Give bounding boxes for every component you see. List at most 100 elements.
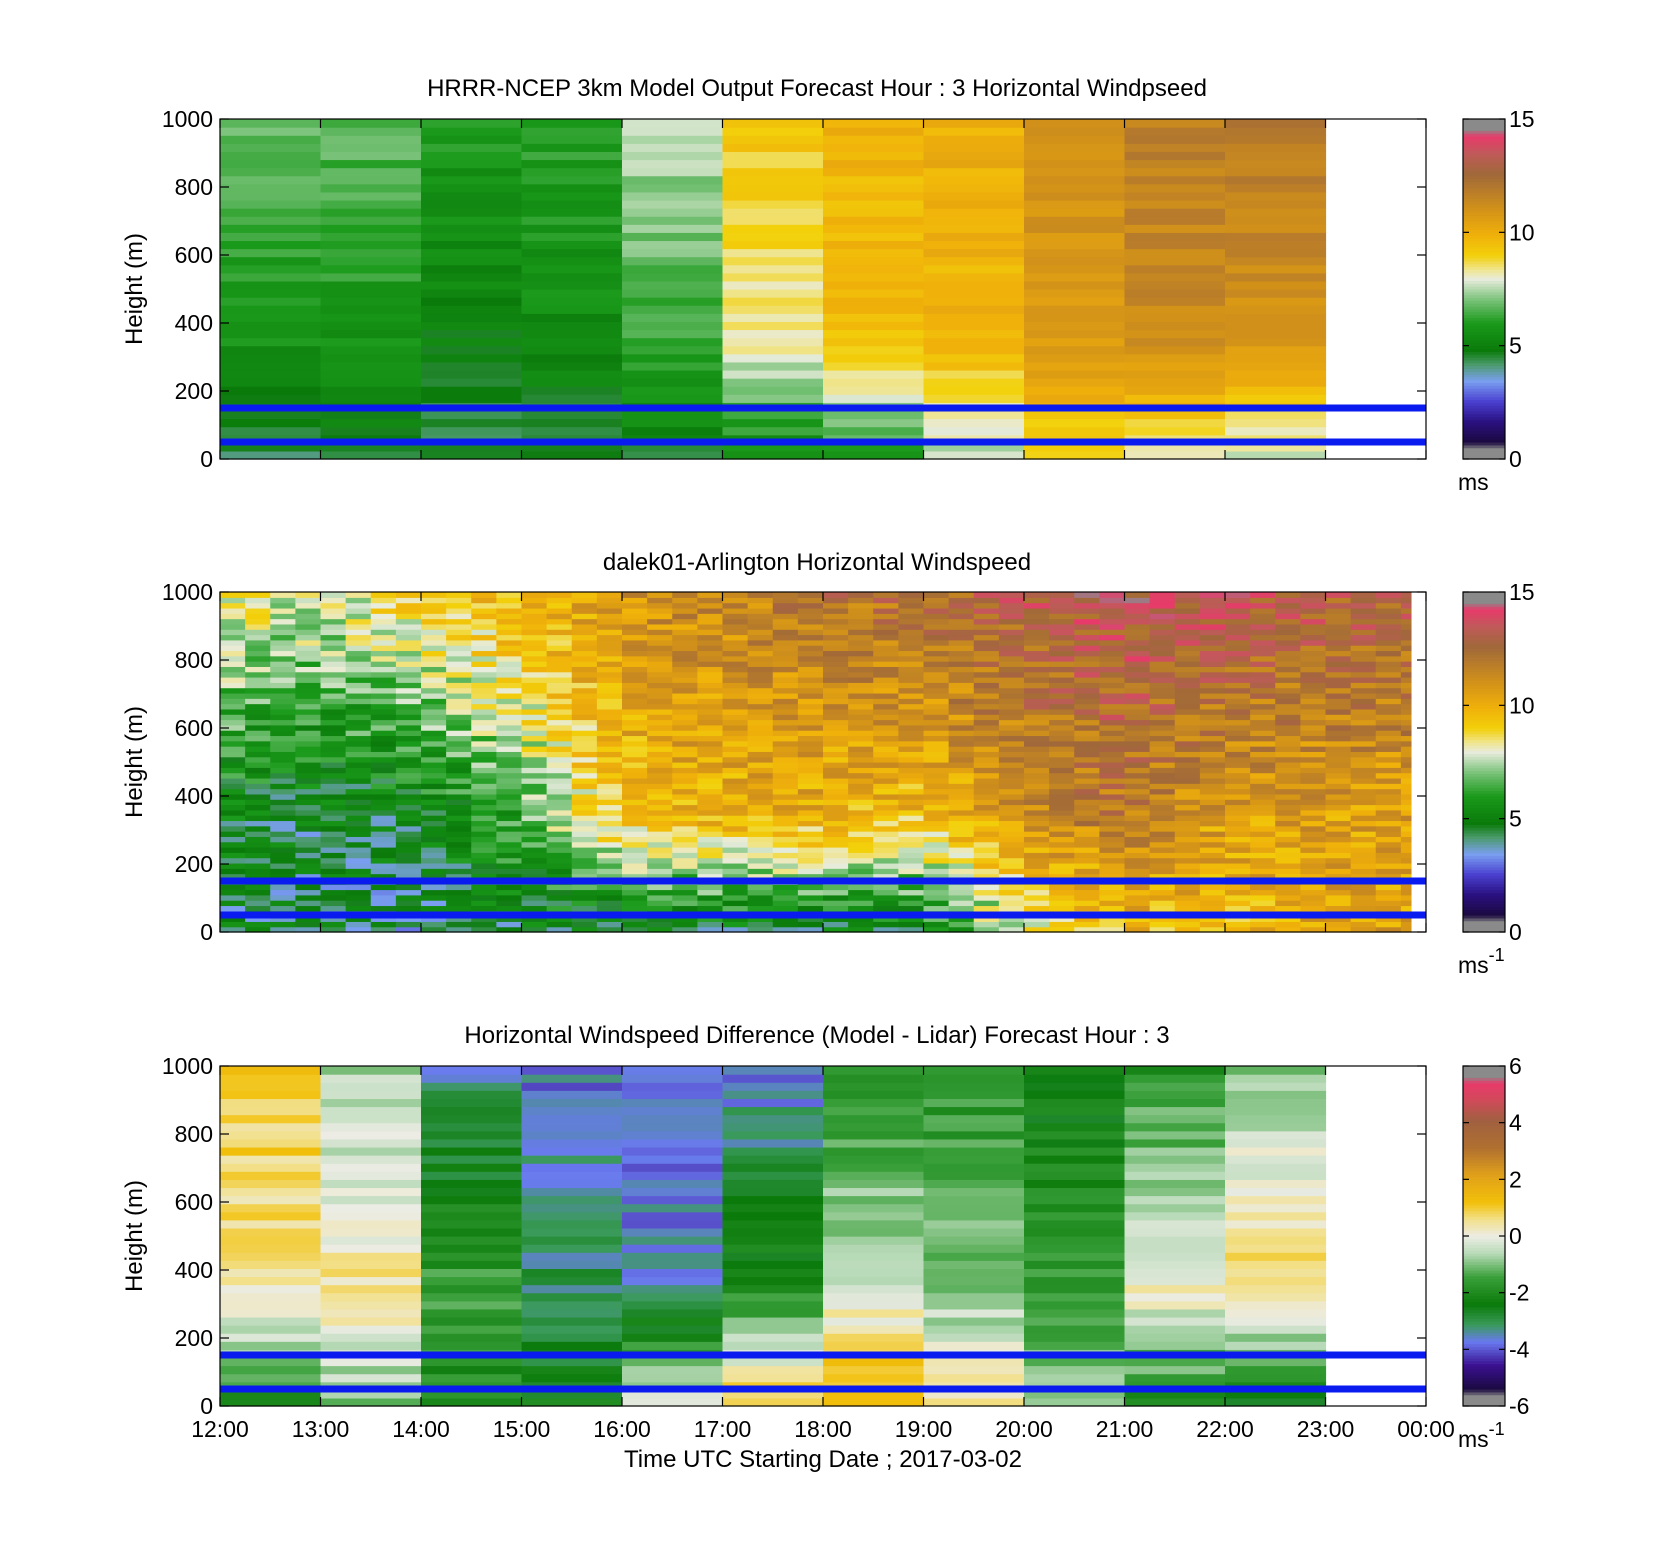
heatmap-cell [1074,597,1100,604]
heatmap-cell [421,410,523,420]
heatmap-cell [1124,613,1151,620]
panel-2-title: dalek01-Arlington Horizontal Windspeed [603,549,1031,576]
heatmap-cell [1400,900,1412,907]
heatmap-cell [471,783,497,790]
heatmap-cell [546,900,573,907]
heatmap-cell [421,1122,523,1132]
heatmap-cell [722,873,749,880]
heatmap-cell [848,847,874,853]
heatmap-cell [1225,804,1251,811]
heatmap-cell [672,602,698,609]
heatmap-cell [1099,772,1126,779]
heatmap-cell [1124,746,1151,752]
heatmap-cell [923,1397,1025,1407]
colorbar-segment [1463,705,1505,709]
heatmap-cell [672,639,698,646]
colorbar-segment [1463,1386,1505,1390]
heatmap-cell [622,793,648,800]
heatmap-cell [823,1122,925,1132]
heatmap-cell [370,916,397,922]
heatmap-cell [622,135,724,144]
heatmap-cell [446,868,472,875]
heatmap-cell [471,762,497,768]
heatmap-cell [421,629,447,636]
heatmap-cell [1024,1341,1126,1350]
colorbar-segment [1463,841,1505,845]
heatmap-cell [1225,1090,1327,1099]
colorbar-segment [1463,405,1505,409]
heatmap-cell [1024,836,1050,843]
heatmap-cell [622,1227,724,1237]
heatmap-cell [521,1357,623,1367]
heatmap-cell [1250,661,1276,667]
heatmap-cell [521,345,623,355]
heatmap-cell [1225,1098,1327,1108]
heatmap-cell [923,762,950,768]
colorbar-segment [1463,1278,1505,1282]
heatmap-cell [697,857,724,864]
heatmap-cell [722,1155,824,1164]
heatmap-cell [923,1122,1025,1132]
heatmap-cell [546,825,573,832]
heatmap-cell [370,623,397,630]
heatmap-cell [823,1130,925,1140]
heatmap-cell [672,921,698,928]
heatmap-cell [471,746,497,752]
heatmap-cell [320,607,347,614]
heatmap-cell [898,762,925,768]
heatmap-cell [370,597,397,604]
heatmap-cell [747,831,774,837]
heatmap-cell [873,650,899,657]
heatmap-cell [923,248,1025,258]
colorbar-segment [1463,1258,1505,1263]
heatmap-cell [220,1308,322,1318]
heatmap-cell [471,815,497,822]
heatmap-cell [1174,884,1201,891]
heatmap-cell [1325,862,1352,869]
colorbar-segment [1463,756,1505,760]
heatmap-cell [1124,1130,1226,1140]
heatmap-cell [521,297,623,306]
heatmap-cell [220,889,246,896]
heatmap-cell [320,345,422,355]
heatmap-cell [496,825,523,832]
heatmap-cell [948,836,975,843]
colorbar-segment [1463,796,1505,800]
heatmap-cell [873,793,899,800]
heatmap-cell [622,1365,724,1375]
heatmap-cell [345,692,372,699]
heatmap-cell [596,777,623,784]
heatmap-cell [220,698,246,705]
heatmap-cell [270,831,296,837]
heatmap-cell [471,714,497,721]
heatmap-cell [446,592,472,598]
heatmap-cell [1300,756,1327,763]
heatmap-cell [1225,597,1251,604]
heatmap-cell [370,756,397,763]
heatmap-cell [1049,852,1075,859]
heatmap-cell [1250,602,1276,609]
heatmap-cell [370,634,397,641]
heatmap-cell [546,926,573,933]
heatmap-cell [647,692,673,699]
heatmap-cell [923,820,950,827]
heatmap-cell [1074,783,1100,790]
heatmap-cell [1124,418,1226,428]
colorbar-tick-label: -2 [1509,1280,1529,1306]
heatmap-cell [521,232,623,242]
heatmap-cell [345,916,372,922]
heatmap-cell [1049,703,1075,710]
heatmap-cell [1024,305,1126,314]
heatmap-cell [1325,650,1352,657]
heatmap-cell [672,618,698,625]
heatmap-cell [672,815,698,822]
heatmap-cell [1149,607,1176,614]
heatmap-cell [1300,682,1327,689]
heatmap-cell [1174,634,1201,641]
heatmap-cell [521,831,548,837]
heatmap-cell [722,926,749,933]
heatmap-cell [747,692,774,699]
heatmap-cell [697,682,724,689]
colorbar-segment [1463,150,1505,154]
heatmap-cell [722,1300,824,1310]
